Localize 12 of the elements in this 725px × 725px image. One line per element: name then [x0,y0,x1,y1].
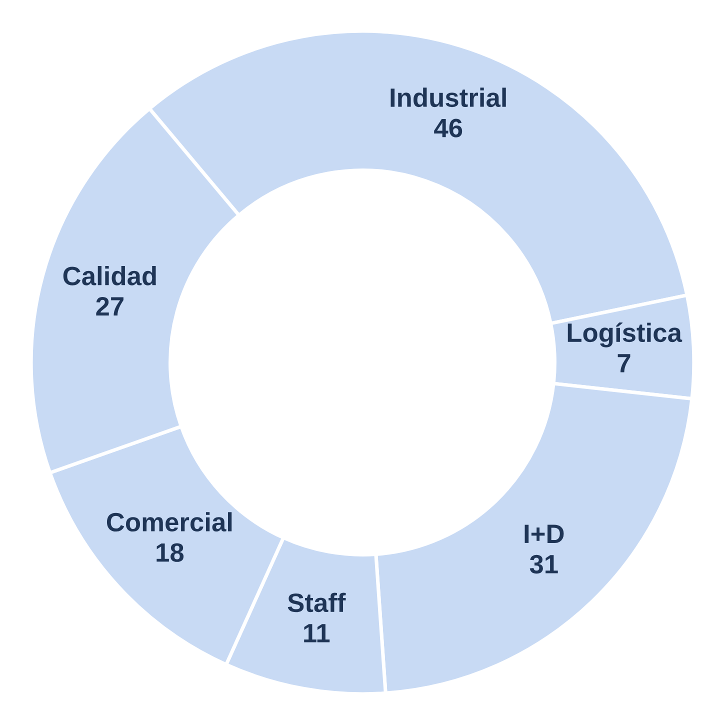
slice-label: Staff [288,592,346,612]
slice-label: I+D [524,524,564,543]
slice-label: Industrial [390,88,506,108]
data-label: 46 [434,118,462,138]
data-label: 31 [530,554,558,574]
data-label: 11 [304,624,330,642]
data-label: 7 [618,354,630,372]
slice-label: Logística [568,322,682,348]
data-label: 27 [96,297,124,316]
slice-label: Calidad [63,266,156,286]
data-label: 18 [156,543,184,562]
slice-label: Comercial [106,512,232,532]
